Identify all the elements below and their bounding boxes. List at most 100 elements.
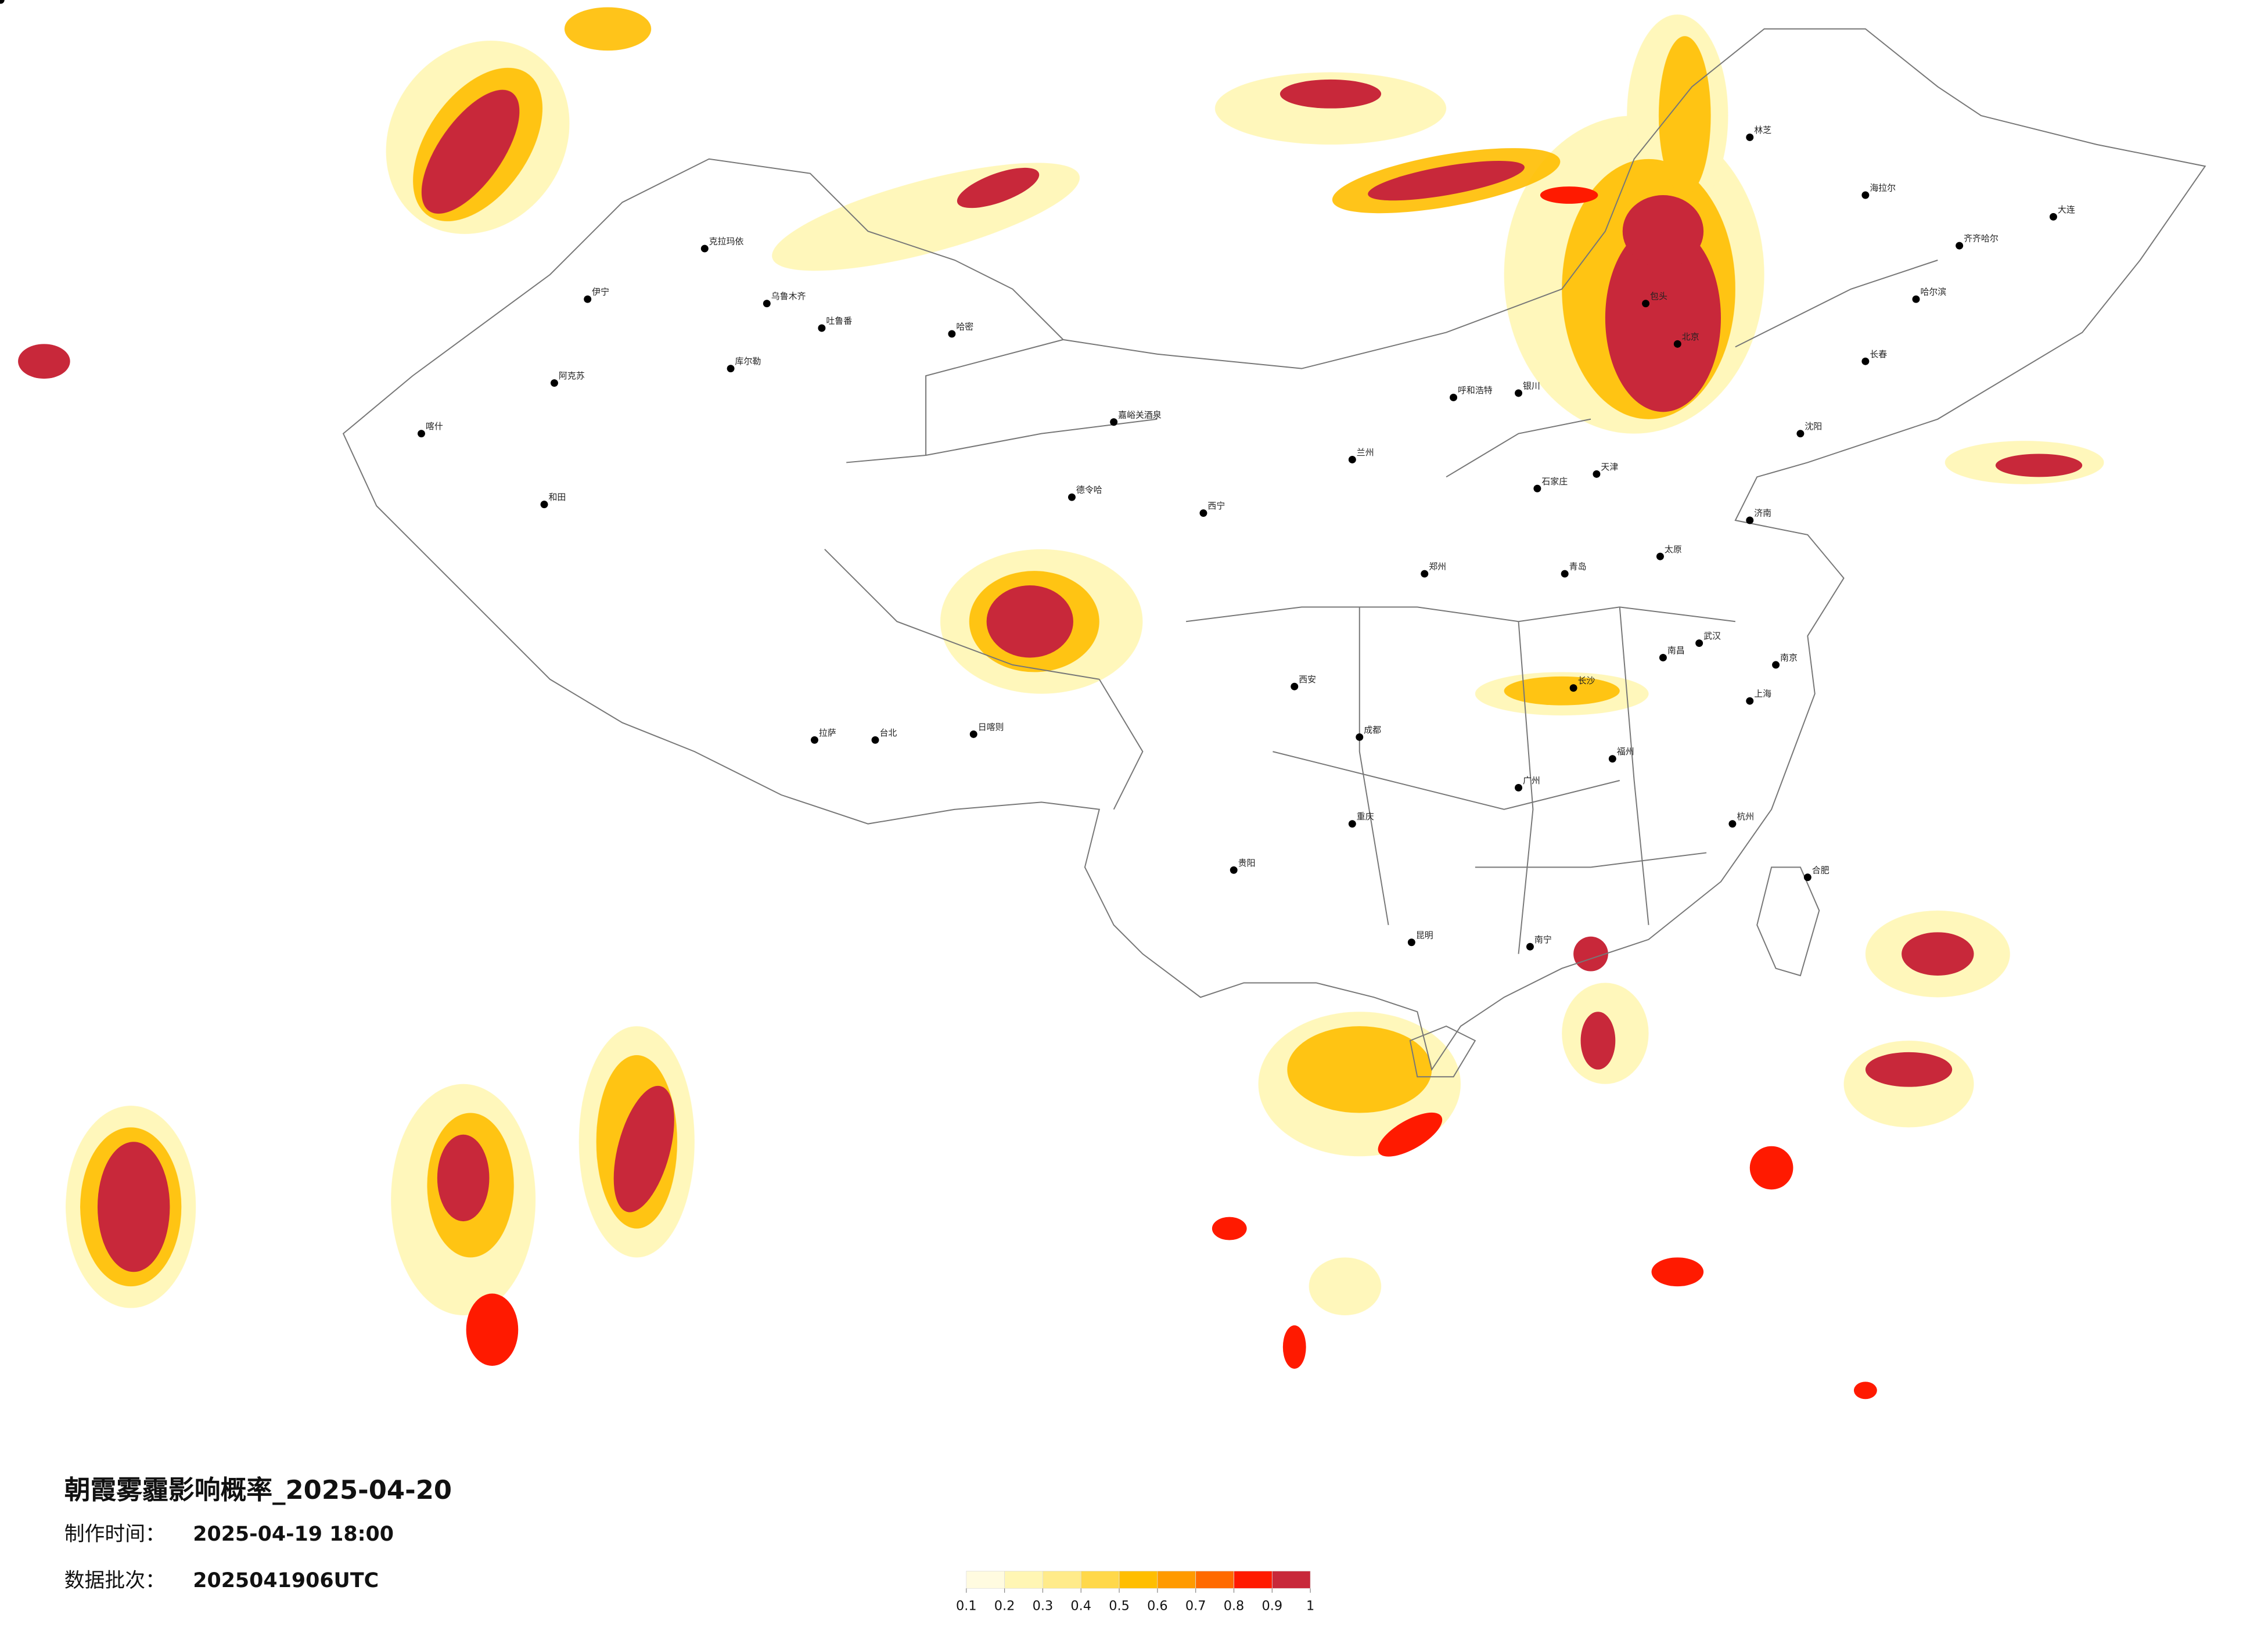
city-label: 嘉峪关酒泉 — [1118, 409, 1162, 420]
city-dot — [1659, 653, 1667, 661]
city-label: 北京 — [1682, 332, 1699, 342]
legend-swatch — [1157, 1571, 1196, 1589]
city-label: 海拉尔 — [1870, 183, 1896, 193]
city-dot — [1199, 509, 1207, 517]
legend-tick-label: 1 — [1306, 1599, 1314, 1614]
city-label: 石家庄 — [1541, 476, 1568, 487]
city-label: 拉萨 — [819, 728, 836, 738]
city-label: 包头 — [1650, 291, 1667, 301]
city-label: 天津 — [1601, 462, 1618, 472]
city-dot — [1230, 866, 1238, 874]
legend-tick-label: 0.3 — [1033, 1599, 1054, 1614]
city-dot — [1861, 357, 1870, 365]
city-dot — [540, 501, 548, 509]
city-dot — [700, 244, 709, 253]
city-dot — [1803, 873, 1811, 882]
city-label: 南京 — [1780, 652, 1798, 663]
city-dot — [1291, 682, 1299, 690]
city-dot — [948, 330, 956, 338]
city-dot — [1656, 552, 1664, 560]
city-dot — [1068, 493, 1076, 501]
city-dot — [1746, 133, 1754, 141]
city-dot — [1348, 455, 1356, 463]
city-label: 郑州 — [1429, 562, 1446, 572]
city-label: 喀什 — [426, 421, 443, 431]
city-label: 广州 — [1523, 775, 1540, 786]
city-label: 兰州 — [1357, 447, 1374, 458]
legend-swatch — [1080, 1571, 1120, 1589]
legend-swatch — [1195, 1571, 1234, 1589]
city-dot — [810, 736, 818, 744]
city-dot — [1956, 242, 1964, 250]
city-dot — [1110, 418, 1118, 426]
batch: 2025041906UTC — [193, 1569, 379, 1592]
city-dot — [1533, 484, 1541, 492]
city-label: 太原 — [1665, 544, 1682, 555]
city-label: 阿克苏 — [559, 370, 585, 381]
city-label: 呼和浩特 — [1458, 385, 1493, 395]
city-label: 重庆 — [1357, 811, 1374, 822]
legend-tick-label: 0.2 — [994, 1599, 1015, 1614]
city-label: 伊宁 — [592, 287, 609, 297]
batch-label: 数据批次： — [64, 1569, 166, 1592]
city-dot — [1348, 820, 1356, 828]
city-dot — [584, 295, 592, 303]
city-label: 克拉玛依 — [709, 236, 744, 247]
city-label: 长春 — [1870, 349, 1887, 359]
city-dot — [818, 324, 826, 332]
city-label: 银川 — [1523, 381, 1540, 391]
city-dot — [418, 430, 425, 438]
city-dot — [1796, 430, 1805, 438]
made-time: 2025-04-19 18:00 — [193, 1523, 394, 1546]
city-label: 青岛 — [1569, 562, 1587, 572]
city-label: 杭州 — [1737, 811, 1754, 822]
legend-tick-label: 0.6 — [1147, 1599, 1168, 1614]
city-dot — [727, 365, 735, 373]
legend-tick-label: 0.7 — [1185, 1599, 1206, 1614]
city-dot — [1593, 470, 1601, 478]
city-dot — [1912, 295, 1920, 303]
legend-tick-label: 0.8 — [1224, 1599, 1245, 1614]
made-label: 制作时间： — [64, 1523, 166, 1546]
city-dot — [1561, 570, 1569, 578]
city-label: 沈阳 — [1805, 421, 1822, 431]
city-dot — [1746, 516, 1754, 524]
city-dot — [1421, 570, 1429, 578]
city-label: 吐鲁番 — [826, 316, 852, 326]
city-dot — [1515, 389, 1523, 397]
legend: 0.1 0.2 0.3 0.4 0.5 0.6 0.7 0.8 0.9 1 — [956, 1571, 1314, 1614]
city-dot — [1526, 942, 1534, 951]
city-label: 日喀则 — [978, 722, 1004, 732]
legend-swatch — [1234, 1571, 1273, 1589]
city-dot — [1515, 783, 1523, 792]
city-dot — [1356, 733, 1364, 741]
legend-tick-label: 0.4 — [1070, 1599, 1091, 1614]
city-label: 南昌 — [1667, 645, 1685, 656]
city-label: 大连 — [2058, 204, 2075, 215]
legend-swatch — [966, 1571, 1005, 1589]
city-label: 西宁 — [1207, 501, 1225, 511]
city-dot — [1861, 191, 1870, 199]
legend-swatch — [1004, 1571, 1043, 1589]
city-dot — [969, 730, 977, 738]
city-dot — [1772, 661, 1780, 669]
city-label: 武汉 — [1703, 631, 1721, 641]
legend-swatch — [1043, 1571, 1081, 1589]
city-label: 西安 — [1299, 674, 1316, 685]
city-label: 昆明 — [1416, 930, 1433, 940]
city-label: 德令哈 — [1076, 485, 1102, 495]
city-label: 林芝 — [1754, 125, 1771, 135]
city-dot — [2049, 213, 2057, 221]
city-dot — [763, 300, 771, 308]
haze-layer — [18, 7, 2104, 1400]
city-dot — [1608, 755, 1616, 763]
city-label: 哈密 — [956, 321, 973, 332]
city-dot — [1728, 820, 1737, 828]
boundaries — [342, 28, 2206, 1078]
city-label: 和田 — [549, 492, 566, 502]
city-dot — [550, 379, 558, 387]
legend-tick-label: 0.5 — [1109, 1599, 1130, 1614]
